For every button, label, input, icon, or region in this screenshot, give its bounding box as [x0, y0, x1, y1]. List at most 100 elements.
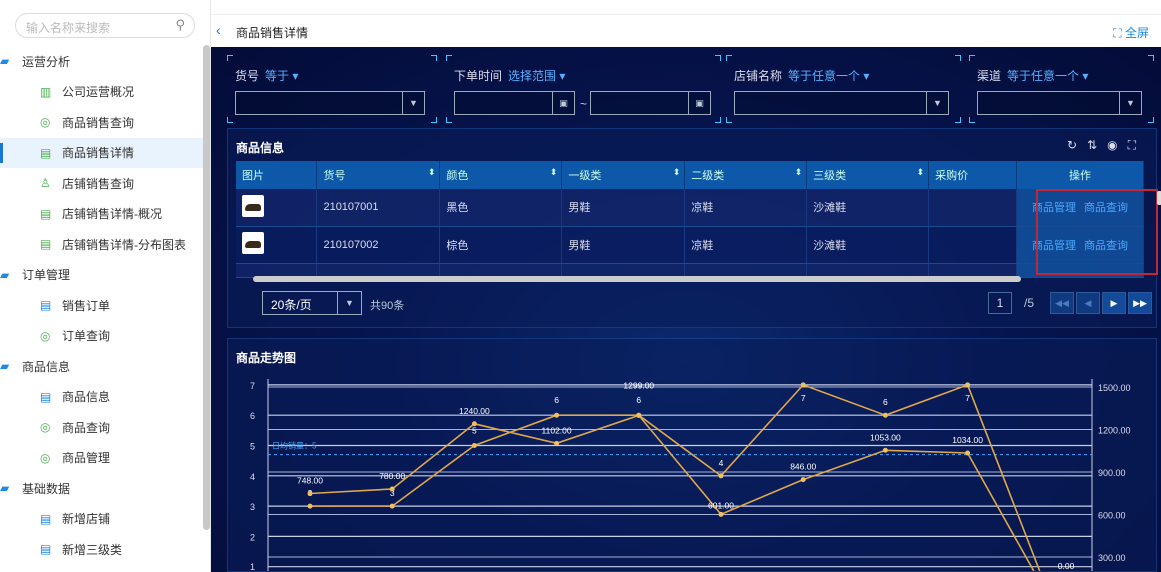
shoe-thumbnail[interactable]: [242, 232, 264, 254]
filter-2: 店铺名称 等于任意一个 ▾ ▼: [726, 55, 961, 123]
sidebar-item[interactable]: ▤ 店铺销售详情-概况: [0, 199, 204, 230]
filter-operator[interactable]: 等于 ▾: [265, 69, 299, 83]
sidebar-item[interactable]: ▰ 运营分析: [0, 46, 204, 77]
chevron-down-icon[interactable]: ▼: [926, 92, 948, 114]
sort-icon[interactable]: ⬍: [916, 167, 925, 177]
filter-select[interactable]: ▼: [977, 91, 1142, 115]
prev-page-button[interactable]: ◀: [1076, 292, 1100, 314]
left-axis-tick: 4: [250, 472, 255, 482]
chevron-down-icon[interactable]: ▼: [337, 292, 361, 314]
next-page-button[interactable]: ▶: [1102, 292, 1126, 314]
calendar-icon[interactable]: ▣: [552, 92, 574, 114]
eye-icon[interactable]: ◉: [1107, 138, 1128, 152]
filter-select[interactable]: ▼: [734, 91, 949, 115]
bar-chart-icon: ▥: [40, 84, 52, 99]
query-link[interactable]: 商品查询: [1084, 239, 1129, 252]
filter-operator[interactable]: 等于任意一个 ▾: [1007, 69, 1089, 83]
filter-label: 渠道 等于任意一个 ▾: [977, 67, 1088, 84]
filter-select[interactable]: ▼: [235, 91, 425, 115]
data-label: 1240.00: [459, 406, 490, 416]
data-label: 1053.00: [870, 432, 901, 442]
first-page-button[interactable]: ◀◀: [1050, 292, 1074, 314]
cell-cat3: 沙滩鞋: [806, 226, 930, 264]
column-header[interactable]: 采购价: [928, 161, 1018, 189]
chevron-down-icon[interactable]: ▼: [402, 92, 424, 114]
data-point: [554, 412, 560, 418]
sort-icon[interactable]: ⬍: [549, 167, 558, 177]
search-input[interactable]: 输入名称来搜索 ⚲: [15, 13, 195, 38]
end-date-input[interactable]: ▣: [590, 91, 711, 115]
eye-icon: ◎: [40, 328, 51, 343]
sidebar-item[interactable]: ◎ 商品管理: [0, 443, 204, 474]
start-date-input[interactable]: ▣: [454, 91, 575, 115]
shoe-thumbnail[interactable]: [242, 194, 264, 217]
data-point: [965, 450, 971, 456]
data-label: 1102.00: [542, 425, 572, 435]
manage-link[interactable]: 商品管理: [1032, 202, 1077, 215]
corner-decoration: [446, 55, 452, 61]
column-header[interactable]: 二级类 ⬍: [684, 161, 808, 189]
page-size-select[interactable]: 20条/页 ▼: [262, 291, 362, 315]
data-point: [636, 412, 642, 418]
sidebar-item[interactable]: ▤ 店铺销售详情-分布图表: [0, 229, 204, 260]
corner-decoration: [227, 117, 233, 123]
sidebar-scrollbar[interactable]: [203, 45, 210, 530]
sort-icon[interactable]: ⬍: [794, 167, 803, 177]
filter-operator[interactable]: 选择范围 ▾: [508, 69, 566, 83]
table-row[interactable]: [236, 263, 1144, 278]
column-header[interactable]: 三级类 ⬍: [806, 161, 930, 189]
data-point: [389, 486, 395, 492]
fullscreen-icon[interactable]: ⛶: [1127, 138, 1146, 152]
corner-decoration: [1148, 55, 1154, 61]
sidebar-item[interactable]: ▤ 商品信息: [0, 382, 204, 413]
partial-cell: [236, 263, 318, 278]
sort-icon[interactable]: ⬍: [672, 167, 681, 177]
sidebar-item[interactable]: ♙ 店铺销售查询: [0, 168, 204, 199]
sort-icon[interactable]: ⇅: [1087, 138, 1108, 152]
column-header[interactable]: 图片: [236, 161, 318, 189]
fullscreen-button[interactable]: ⛶ 全屏: [1113, 26, 1149, 40]
page-number-input[interactable]: 1: [988, 292, 1012, 314]
back-icon[interactable]: ‹: [216, 22, 221, 38]
sort-icon[interactable]: ⬍: [427, 167, 436, 177]
sidebar-item[interactable]: ◎ 订单查询: [0, 321, 204, 352]
last-page-button[interactable]: ▶▶: [1128, 292, 1152, 314]
cell-cat1: 男鞋: [561, 226, 686, 264]
filter-operator[interactable]: 等于任意一个 ▾: [788, 69, 870, 83]
sidebar-item[interactable]: ▤ 新增三级类: [0, 534, 204, 565]
cell-sku: 210107001: [316, 189, 441, 227]
table-horizontal-scrollbar[interactable]: [253, 276, 1021, 282]
query-link[interactable]: 商品查询: [1084, 202, 1129, 215]
sidebar-item[interactable]: ▤ 新增店铺: [0, 504, 204, 535]
refresh-icon[interactable]: ↻: [1066, 138, 1088, 152]
sidebar-item[interactable]: ▤ 商品销售详情: [0, 137, 204, 168]
search-icon[interactable]: ⚲: [175, 17, 185, 32]
sidebar-item[interactable]: ◎ 商品销售查询: [0, 107, 204, 138]
page-total: /5: [1024, 296, 1035, 310]
table-row[interactable]: 210107002 棕色 男鞋 凉鞋 沙滩鞋 商品管理 商品查询: [236, 226, 1144, 264]
partial-cell: [439, 263, 563, 278]
sidebar-item[interactable]: ▥ 公司运营概况: [0, 77, 204, 108]
chevron-down-icon[interactable]: ▼: [1119, 92, 1141, 114]
column-header[interactable]: 一级类 ⬍: [561, 161, 686, 189]
document-icon: ▤: [40, 298, 52, 313]
column-header[interactable]: 操作: [1016, 161, 1144, 189]
column-header[interactable]: 货号 ⬍: [316, 161, 441, 189]
sidebar-item[interactable]: ▰ 基础数据: [0, 473, 204, 504]
calendar-icon[interactable]: ▣: [688, 92, 710, 114]
corner-decoration: [431, 55, 437, 61]
sidebar-item[interactable]: ▰ 商品信息: [0, 351, 204, 382]
table-row[interactable]: 210107001 黑色 男鞋 凉鞋 沙滩鞋 商品管理 商品查询: [236, 189, 1144, 227]
sidebar-item[interactable]: ▰ 订单管理: [0, 260, 204, 291]
manage-link[interactable]: 商品管理: [1032, 239, 1077, 252]
partial-cell: [561, 263, 686, 278]
sidebar-item[interactable]: ▤ 销售订单: [0, 290, 204, 321]
column-header[interactable]: 颜色 ⬍: [439, 161, 563, 189]
corner-decoration: [715, 55, 721, 61]
partial-cell: [806, 263, 930, 278]
sidebar: 输入名称来搜索 ⚲ ▰ 运营分析 ▥ 公司运营概况 ◎ 商品销售查询 ▤ 商品销售详情 ♙ 店铺销售…: [0, 0, 211, 572]
sidebar-item-label: 商品管理: [62, 451, 111, 466]
data-label: 4: [719, 458, 724, 468]
table-vertical-scrollbar[interactable]: [1157, 191, 1161, 205]
sidebar-item[interactable]: ◎ 商品查询: [0, 412, 204, 443]
